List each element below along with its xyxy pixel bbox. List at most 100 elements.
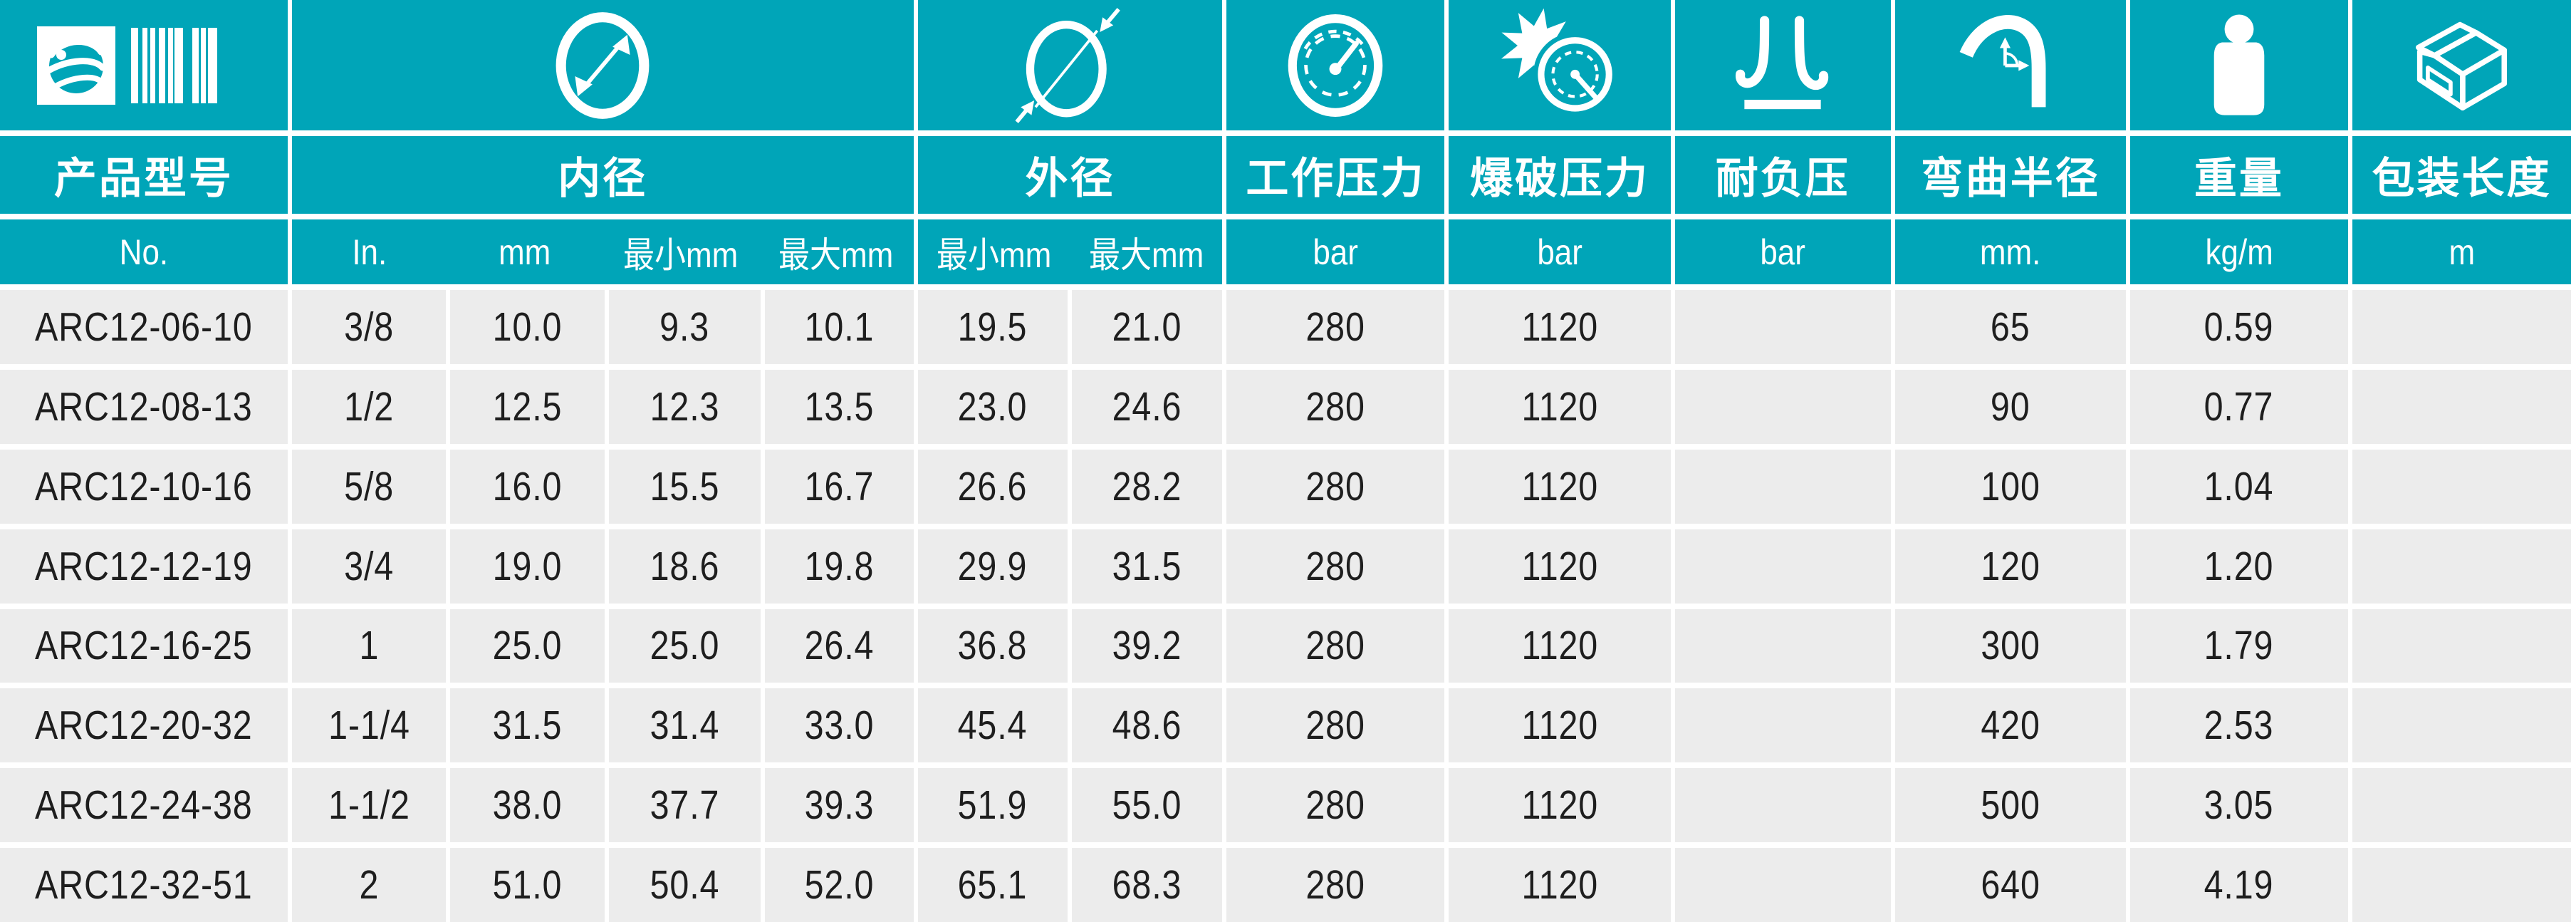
table-cell-burst_pressure_bar: 1120 bbox=[1449, 768, 1671, 843]
cell-value: 18.6 bbox=[650, 543, 720, 589]
cell-value: 300 bbox=[1981, 623, 2040, 669]
cell-value: 48.6 bbox=[1112, 703, 1182, 749]
cell-value: 16.0 bbox=[492, 463, 563, 509]
table-cell-package_length_m bbox=[2352, 848, 2571, 922]
cell-value: 50.4 bbox=[650, 862, 720, 908]
table-cell-vacuum_bar bbox=[1674, 688, 1891, 763]
cell-value: 1120 bbox=[1521, 463, 1598, 509]
cell-value: 39.3 bbox=[804, 782, 875, 829]
pressure-gauge-icon bbox=[1288, 14, 1383, 117]
table-cell-weight_kg_m: 1.20 bbox=[2129, 529, 2348, 604]
table-cell-burst_pressure_bar: 1120 bbox=[1449, 608, 1671, 683]
table-cell-package_length_m bbox=[2352, 608, 2571, 683]
cell-value: 2 bbox=[359, 862, 379, 908]
cell-value: 33.0 bbox=[804, 703, 875, 749]
table-cell-bend_radius_mm: 500 bbox=[1894, 768, 2126, 843]
table-cell-id_in: 1-1/4 bbox=[291, 688, 447, 763]
table-cell-package_length_m bbox=[2352, 529, 2571, 604]
table-cell-burst_pressure_bar: 1120 bbox=[1449, 449, 1671, 524]
table-cell-od_min_mm: 29.9 bbox=[917, 529, 1068, 604]
pressure-gauge-icon-cell bbox=[1226, 0, 1445, 130]
cell-value: 90 bbox=[1990, 383, 2030, 430]
table-cell-od_min_mm: 36.8 bbox=[917, 608, 1068, 683]
table-cell-model: ARC12-06-10 bbox=[0, 290, 288, 364]
table-cell-id_min_mm: 18.6 bbox=[608, 529, 761, 604]
cell-value: 55.0 bbox=[1112, 782, 1182, 829]
unit-id-max: 最大mm bbox=[778, 234, 894, 275]
header-weight: 重量 bbox=[2129, 136, 2348, 214]
table-cell-vacuum_bar bbox=[1674, 768, 1891, 843]
cell-value: ARC12-32-51 bbox=[35, 862, 253, 908]
table-cell-vacuum_bar bbox=[1674, 449, 1891, 524]
cell-value: 280 bbox=[1305, 782, 1366, 829]
cell-value: 1/2 bbox=[344, 383, 394, 430]
cell-value: 28.2 bbox=[1112, 463, 1182, 509]
unit-outer-diameter: 最小mm 最大mm bbox=[917, 219, 1223, 284]
outer-diameter-icon-cell bbox=[917, 0, 1223, 130]
cell-value: 280 bbox=[1305, 862, 1366, 908]
table-cell-vacuum_bar bbox=[1674, 369, 1891, 444]
outer-diameter-icon bbox=[1015, 7, 1121, 123]
unit-od-min: 最小mm bbox=[936, 234, 1052, 275]
unit-od-max: 最大mm bbox=[1088, 234, 1204, 275]
table-cell-id_mm: 19.0 bbox=[450, 529, 605, 604]
table-cell-working_pressure_bar: 280 bbox=[1226, 848, 1445, 922]
table-cell-id_min_mm: 31.4 bbox=[608, 688, 761, 763]
weight-icon bbox=[2213, 14, 2265, 115]
table-cell-od_max_mm: 48.6 bbox=[1071, 688, 1223, 763]
table-cell-id_min_mm: 25.0 bbox=[608, 608, 761, 683]
cell-value: 68.3 bbox=[1112, 862, 1182, 908]
table-cell-id_min_mm: 50.4 bbox=[608, 848, 761, 922]
cell-value: 280 bbox=[1305, 703, 1366, 749]
table-cell-bend_radius_mm: 65 bbox=[1894, 290, 2126, 364]
table-cell-bend_radius_mm: 90 bbox=[1894, 369, 2126, 444]
table-cell-working_pressure_bar: 280 bbox=[1226, 768, 1445, 843]
table-cell-model: ARC12-12-19 bbox=[0, 529, 288, 604]
cell-value: 12.3 bbox=[650, 383, 720, 430]
cell-value: 16.7 bbox=[804, 463, 875, 509]
table-cell-working_pressure_bar: 280 bbox=[1226, 529, 1445, 604]
cell-value: 500 bbox=[1981, 782, 2040, 829]
header-package-length: 包装长度 bbox=[2352, 136, 2571, 214]
table-cell-weight_kg_m: 4.19 bbox=[2129, 848, 2348, 922]
cell-value: 3.05 bbox=[2204, 782, 2274, 829]
table-cell-id_max_mm: 16.7 bbox=[765, 449, 914, 524]
cell-value: 25.0 bbox=[650, 623, 720, 669]
header-working-pressure: 工作压力 bbox=[1226, 136, 1445, 214]
cell-value: 1120 bbox=[1521, 304, 1598, 350]
cell-value: 1.20 bbox=[2204, 543, 2274, 589]
unit-vacuum: bar bbox=[1674, 219, 1891, 284]
cell-value: 51.0 bbox=[492, 862, 563, 908]
table-cell-id_in: 2 bbox=[291, 848, 447, 922]
unit-id-in: In. bbox=[352, 232, 387, 272]
vacuum-resistance-icon bbox=[1736, 15, 1829, 109]
table-cell-id_mm: 25.0 bbox=[450, 608, 605, 683]
unit-bend-radius: mm. bbox=[1894, 219, 2126, 284]
table-cell-package_length_m bbox=[2352, 768, 2571, 843]
table-cell-id_mm: 16.0 bbox=[450, 449, 605, 524]
bend-radius-icon bbox=[1959, 15, 2046, 108]
table-cell-id_min_mm: 9.3 bbox=[608, 290, 761, 364]
cell-value: 25.0 bbox=[492, 623, 563, 669]
table-cell-id_in: 3/4 bbox=[291, 529, 447, 604]
cell-value: 10.1 bbox=[804, 304, 875, 350]
cell-value: 1120 bbox=[1521, 543, 1598, 589]
table-cell-bend_radius_mm: 100 bbox=[1894, 449, 2126, 524]
header-product-model: 产品型号 bbox=[0, 136, 288, 214]
table-cell-burst_pressure_bar: 1120 bbox=[1449, 529, 1671, 604]
table-cell-od_max_mm: 68.3 bbox=[1071, 848, 1223, 922]
cell-value: 2.53 bbox=[2204, 703, 2274, 749]
vacuum-resistance-icon-cell bbox=[1674, 0, 1891, 130]
table-cell-od_max_mm: 39.2 bbox=[1071, 608, 1223, 683]
table-cell-model: ARC12-24-38 bbox=[0, 768, 288, 843]
cell-value: 24.6 bbox=[1112, 383, 1182, 430]
unit-id-mm: mm bbox=[499, 232, 551, 272]
unit-weight: kg/m bbox=[2129, 219, 2348, 284]
inner-diameter-icon bbox=[556, 11, 650, 119]
header-bend-radius: 弯曲半径 bbox=[1894, 136, 2126, 214]
cell-value: 1120 bbox=[1521, 862, 1598, 908]
table-cell-bend_radius_mm: 120 bbox=[1894, 529, 2126, 604]
cell-value: 1 bbox=[359, 623, 379, 669]
table-cell-bend_radius_mm: 300 bbox=[1894, 608, 2126, 683]
